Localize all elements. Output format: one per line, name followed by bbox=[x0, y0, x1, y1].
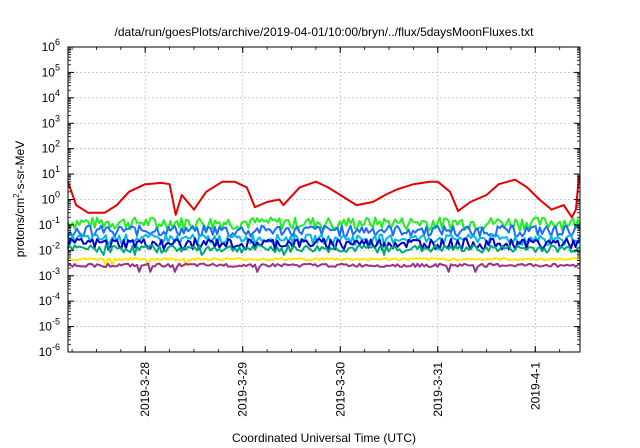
y-tick-label: 105 bbox=[42, 62, 60, 79]
x-tick-label: 2019-3-31 bbox=[431, 362, 445, 417]
y-tick-label: 102 bbox=[42, 139, 60, 156]
y-tick-label: 10-6 bbox=[39, 342, 60, 359]
chart-title: /data/run/goesPlots/archive/2019-04-01/1… bbox=[115, 25, 535, 39]
y-tick-label-exponent: 3 bbox=[55, 113, 60, 123]
y-tick-label-exponent: -3 bbox=[52, 266, 60, 276]
series-line bbox=[67, 262, 581, 273]
y-tick-label-base: 10 bbox=[39, 218, 53, 232]
y-tick-label-exponent: -5 bbox=[52, 317, 60, 327]
y-tick-label-base: 10 bbox=[39, 294, 53, 308]
y-tick-label: 106 bbox=[42, 37, 60, 54]
y-tick-label-base: 10 bbox=[42, 116, 56, 130]
y-tick-label-exponent: 2 bbox=[55, 139, 60, 149]
y-tick-label-base: 10 bbox=[39, 243, 53, 257]
y-axis-label: protons/cm2-s-sr-MeV bbox=[12, 141, 27, 257]
x-tick-label: 2019-4-1 bbox=[528, 362, 542, 410]
y-tick-label-base: 10 bbox=[42, 91, 56, 105]
series-line bbox=[67, 244, 581, 256]
y-axis-label-prefix: protons/cm bbox=[13, 198, 27, 257]
x-tick-label: 2019-3-29 bbox=[236, 362, 250, 417]
y-tick-label-exponent: 5 bbox=[55, 62, 60, 72]
y-tick-label: 10-1 bbox=[39, 215, 60, 232]
x-tick-label: 2019-3-28 bbox=[138, 362, 152, 417]
axis-ticks bbox=[68, 46, 580, 353]
y-tick-label: 10-5 bbox=[39, 317, 60, 334]
y-axis-label-suffix: -s-sr-MeV bbox=[13, 141, 27, 194]
y-tick-label-exponent: 6 bbox=[55, 37, 60, 47]
y-tick-label: 100 bbox=[42, 190, 60, 207]
series-line bbox=[67, 233, 581, 246]
y-tick-label-exponent: -1 bbox=[52, 215, 60, 225]
x-axis-label: Coordinated Universal Time (UTC) bbox=[232, 431, 416, 445]
y-tick-label: 10-2 bbox=[39, 240, 60, 257]
x-tick-labels: 2019-3-28 2019-3-29 2019-3-30 2019-3-31 2019… bbox=[138, 362, 542, 417]
y-tick-label-exponent: -2 bbox=[52, 240, 60, 250]
y-axis-label-superscript: 2 bbox=[12, 193, 21, 198]
y-tick-label: 10-4 bbox=[39, 291, 60, 308]
y-tick-label-exponent: -6 bbox=[52, 342, 60, 352]
y-tick-label: 101 bbox=[42, 164, 60, 181]
y-tick-label-base: 10 bbox=[42, 65, 56, 79]
y-tick-label-base: 10 bbox=[42, 40, 56, 54]
grid bbox=[68, 47, 580, 352]
y-tick-label: 10-3 bbox=[39, 266, 60, 283]
y-tick-label-base: 10 bbox=[39, 269, 53, 283]
y-tick-label: 103 bbox=[42, 113, 60, 130]
y-tick-label-exponent: 4 bbox=[55, 88, 60, 98]
y-tick-labels: 10-610-510-410-310-210-11001011021031041… bbox=[39, 37, 60, 359]
y-tick-label-exponent: 0 bbox=[55, 190, 60, 200]
series-group bbox=[67, 176, 581, 273]
y-tick-label-base: 10 bbox=[42, 142, 56, 156]
y-tick-label-exponent: 1 bbox=[55, 164, 60, 174]
series-line bbox=[67, 176, 580, 219]
series-line bbox=[67, 237, 581, 251]
y-tick-label-exponent: -4 bbox=[52, 291, 60, 301]
y-tick-label-base: 10 bbox=[39, 320, 53, 334]
y-tick-label-base: 10 bbox=[42, 167, 56, 181]
y-tick-label: 104 bbox=[42, 88, 60, 105]
x-tick-label: 2019-3-30 bbox=[333, 362, 347, 417]
y-tick-label-base: 10 bbox=[39, 345, 53, 359]
series-line bbox=[67, 257, 581, 267]
y-tick-label-base: 10 bbox=[42, 193, 56, 207]
